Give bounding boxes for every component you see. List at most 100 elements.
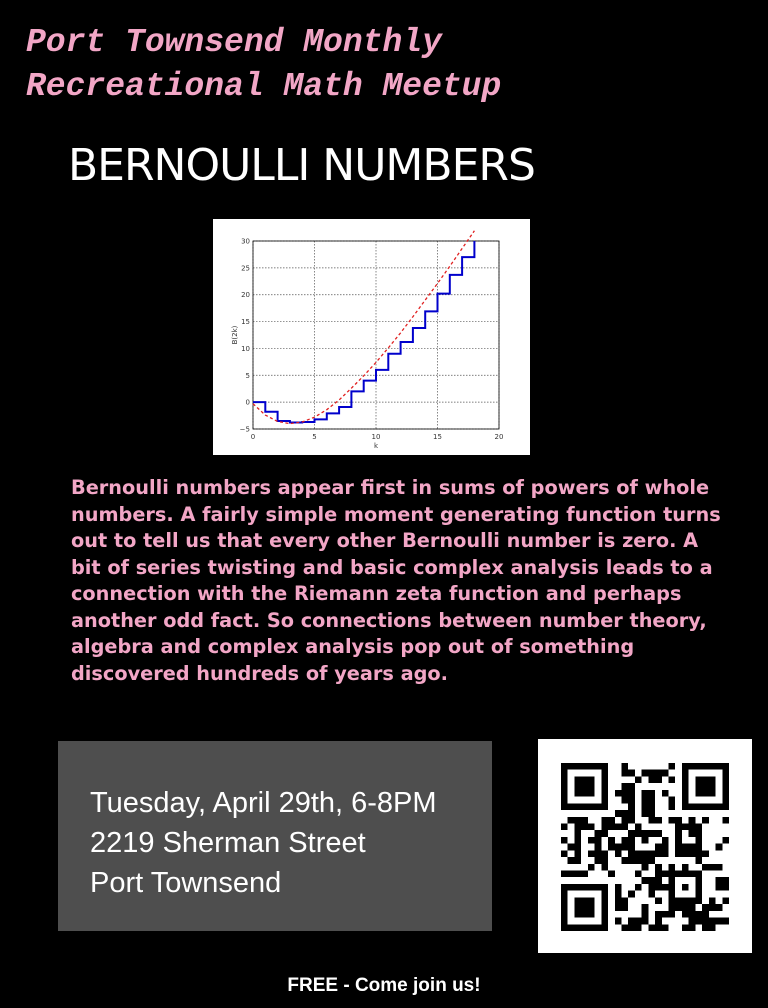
qr-module (621, 904, 629, 911)
qr-module (708, 917, 716, 925)
qr-module (668, 870, 676, 878)
qr-module (594, 857, 602, 864)
qr-module (634, 917, 642, 925)
qr-module (668, 910, 676, 918)
qr-module (561, 776, 568, 784)
qr-module (628, 796, 635, 804)
qr-module (628, 836, 635, 844)
header-line-2: Recreational Math Meetup (26, 68, 502, 105)
qr-module (587, 836, 595, 844)
qr-module (561, 789, 568, 797)
qr-module (675, 816, 682, 824)
qr-module (661, 850, 669, 858)
qr-module (668, 904, 676, 911)
qr-module (634, 883, 642, 891)
page-title: BERNOULLI NUMBERS (68, 140, 536, 191)
qr-module (574, 803, 582, 811)
qr-module (628, 890, 635, 898)
qr-module (655, 917, 662, 925)
qr-module (567, 924, 575, 931)
qr-module (681, 870, 689, 878)
qr-module (655, 897, 662, 905)
qr-module (641, 877, 649, 884)
qr-module (641, 917, 649, 925)
qr-module (688, 763, 696, 770)
qr-code[interactable] (538, 739, 752, 953)
qr-module (561, 823, 568, 831)
qr-module (561, 917, 568, 925)
qr-module (648, 803, 656, 811)
qr-module (587, 883, 595, 891)
qr-module (648, 810, 656, 817)
qr-module (661, 883, 669, 891)
qr-module (702, 783, 709, 790)
qr-module (688, 910, 696, 918)
qr-module (628, 924, 635, 931)
x-tick-label: 5 (312, 433, 316, 441)
qr-module (567, 763, 575, 770)
x-tick-label: 20 (495, 433, 504, 441)
qr-module (574, 897, 582, 905)
qr-module (621, 769, 629, 777)
series-step-line (253, 241, 476, 424)
qr-module (708, 863, 716, 871)
qr-module (668, 776, 676, 784)
qr-module (681, 796, 689, 804)
qr-module (567, 857, 575, 864)
qr-module (715, 904, 723, 911)
x-axis-label: k (374, 442, 379, 450)
qr-code-icon (561, 763, 729, 931)
qr-module (601, 883, 609, 891)
qr-module (574, 789, 582, 797)
qr-module (722, 816, 729, 824)
qr-module (722, 783, 729, 790)
footer-text: FREE - Come join us! (287, 975, 481, 996)
qr-module (574, 870, 582, 878)
qr-module (675, 836, 682, 844)
qr-module (574, 816, 582, 824)
qr-module (587, 763, 595, 770)
qr-module (695, 843, 703, 851)
qr-module (574, 883, 582, 891)
qr-module (708, 763, 716, 770)
qr-module (715, 883, 723, 891)
qr-module (722, 897, 729, 905)
qr-module (688, 924, 696, 931)
qr-module (601, 830, 609, 837)
y-tick-label: 5 (246, 372, 250, 380)
qr-module (581, 816, 588, 824)
qr-module (688, 870, 696, 878)
qr-module (715, 877, 723, 884)
qr-module (561, 924, 568, 931)
qr-module (621, 823, 629, 831)
qr-module (708, 789, 716, 797)
qr-module (581, 883, 588, 891)
qr-module (561, 897, 568, 905)
qr-module (695, 870, 703, 878)
qr-module (641, 803, 649, 811)
qr-module (722, 796, 729, 804)
qr-module (634, 850, 642, 858)
qr-module (702, 850, 709, 858)
qr-module (648, 776, 656, 784)
qr-module (675, 843, 682, 851)
qr-module (695, 897, 703, 905)
qr-module (621, 796, 629, 804)
qr-module (567, 843, 575, 851)
qr-module (614, 897, 622, 905)
x-tick-label: 0 (251, 433, 255, 441)
qr-module (688, 843, 696, 851)
event-address: 2219 Sherman Street (90, 827, 366, 859)
qr-module (681, 863, 689, 871)
qr-module (681, 924, 689, 931)
qr-module (648, 924, 656, 931)
qr-module (621, 843, 629, 851)
qr-module (634, 857, 642, 864)
x-tick-label: 10 (372, 433, 381, 441)
qr-module (688, 850, 696, 858)
qr-module (661, 843, 669, 851)
qr-module (621, 857, 629, 864)
qr-module (681, 769, 689, 777)
qr-module (567, 883, 575, 891)
qr-module (695, 836, 703, 844)
